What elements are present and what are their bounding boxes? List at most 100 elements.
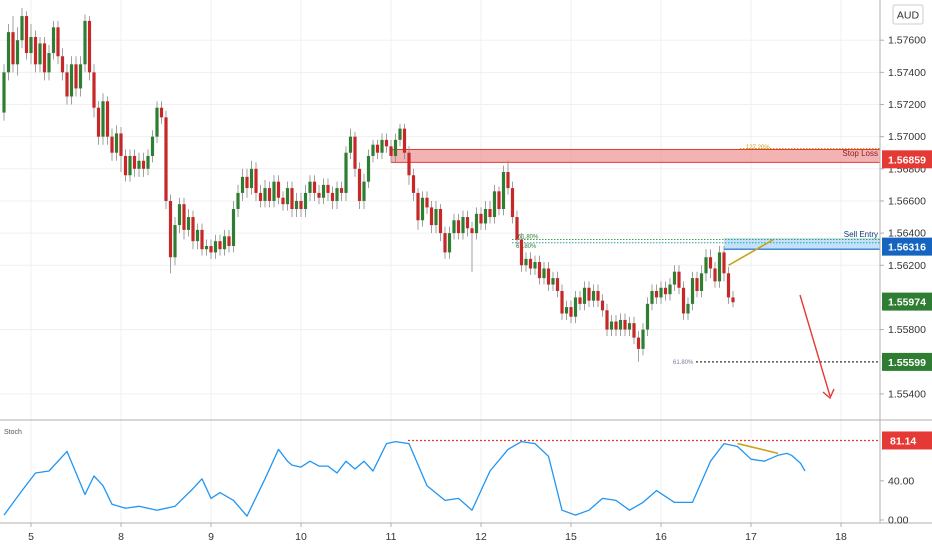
candle-body — [573, 297, 578, 317]
candle-body — [47, 53, 51, 73]
candle-body — [695, 278, 699, 291]
time-tick-label: 18 — [835, 531, 847, 543]
candle-body — [632, 323, 636, 338]
stoch-tick-label: 0.00 — [888, 515, 909, 527]
candle-body — [686, 303, 690, 314]
time-axis-ticks: 5 8 9 10 11 12 15 16 17 18 — [28, 523, 847, 543]
candle-body — [416, 192, 420, 221]
trade-zones: Stop Loss 127.20% Sell Entry 61.80% 61.80% 61… — [391, 145, 880, 366]
candle-body — [618, 319, 623, 330]
candle-body — [33, 36, 38, 65]
candle-body — [65, 72, 69, 97]
candle-body — [411, 175, 416, 193]
candle-body — [195, 229, 200, 242]
candle-body — [182, 204, 186, 230]
candle-body — [470, 228, 474, 234]
candle-body — [204, 245, 209, 250]
stoch-level-tag[interactable] — [882, 431, 932, 450]
candle-body — [645, 303, 650, 330]
candle-body — [510, 188, 515, 218]
sell-entry-price-tag[interactable] — [882, 237, 932, 256]
candle-body — [479, 213, 483, 224]
entry-fib-label-2: 61.80% — [516, 244, 537, 250]
price-tick-label: 1.57600 — [888, 35, 926, 47]
sell-entry-price-tag-text: 1.56316 — [888, 242, 926, 254]
candle-body — [636, 337, 641, 349]
candle-body — [717, 252, 722, 282]
candle-body — [191, 217, 195, 242]
candle-body — [200, 229, 204, 250]
candle-body — [218, 241, 222, 250]
candle-body — [564, 307, 569, 314]
candle-body — [524, 258, 528, 266]
price-tick-label: 1.57400 — [888, 67, 926, 79]
stop-loss-zone — [391, 149, 880, 163]
price-tick-label: 1.57200 — [888, 99, 926, 111]
candle-body — [681, 287, 686, 314]
stop-loss-price-tag-text: 1.56859 — [888, 154, 926, 166]
candle-body — [371, 144, 375, 156]
current-price-tag[interactable] — [882, 292, 932, 311]
time-tick-label: 5 — [28, 531, 34, 543]
candle-body — [299, 200, 303, 209]
candle-body — [641, 329, 645, 349]
stoch-line — [3, 440, 806, 517]
currency-badge[interactable] — [892, 4, 924, 25]
candle-body — [398, 128, 402, 140]
candle-body — [663, 287, 668, 295]
candle-body — [614, 321, 618, 330]
candle-body — [330, 192, 335, 201]
candle-body — [38, 43, 42, 65]
candle-body — [317, 192, 321, 198]
candle-body — [546, 268, 551, 285]
entry-fib-label-1: 61.80% — [518, 235, 539, 241]
candle-body — [285, 188, 290, 205]
candle-body — [132, 155, 137, 169]
time-tick-label: 9 — [208, 531, 214, 543]
candle-body — [227, 236, 231, 246]
candle-body — [515, 217, 519, 240]
price-axis-area[interactable] — [880, 0, 932, 550]
candle-body — [344, 152, 348, 193]
candle-body — [690, 278, 695, 304]
candle-body — [519, 239, 524, 266]
price-tick-label: 1.55800 — [888, 324, 926, 336]
candle-body — [128, 155, 132, 176]
price-tick-label: 1.55400 — [888, 388, 926, 400]
candle-body — [402, 128, 407, 153]
candle-body — [384, 139, 389, 147]
projection-arrow-head — [822, 388, 835, 400]
candle-body — [578, 297, 582, 304]
candle-body — [537, 262, 542, 279]
time-tick-label: 12 — [475, 531, 487, 543]
candle-body — [461, 217, 465, 234]
candle-body — [177, 204, 182, 226]
candle-body — [407, 152, 411, 176]
candle-body — [150, 136, 155, 156]
candle-body — [114, 133, 119, 153]
candle-body — [240, 176, 245, 193]
candle-body — [254, 168, 258, 193]
candle-body — [74, 64, 78, 89]
candle-body — [366, 155, 371, 182]
stop-loss-price-tag[interactable] — [882, 150, 932, 169]
candle-body — [267, 188, 272, 201]
candle-body — [321, 184, 326, 198]
candle-body — [159, 107, 164, 118]
take-profit-price-tag[interactable] — [882, 352, 932, 371]
candle-body — [362, 181, 366, 201]
candle-body — [600, 300, 605, 311]
candle-body — [425, 197, 429, 208]
stochastic-series — [3, 439, 880, 517]
stoch-tick-label: 40.00 — [888, 475, 914, 487]
candle-body — [533, 262, 537, 269]
stoch-label: Stoch — [4, 429, 22, 436]
candle-body — [483, 209, 488, 224]
take-profit-fib-label: 61.80% — [673, 360, 694, 366]
price-tick-label: 1.56400 — [888, 228, 926, 240]
candle-body — [699, 273, 704, 291]
candle-body — [389, 146, 393, 156]
sell-entry-label: Sell Entry — [844, 230, 878, 239]
candle-body — [704, 257, 708, 274]
